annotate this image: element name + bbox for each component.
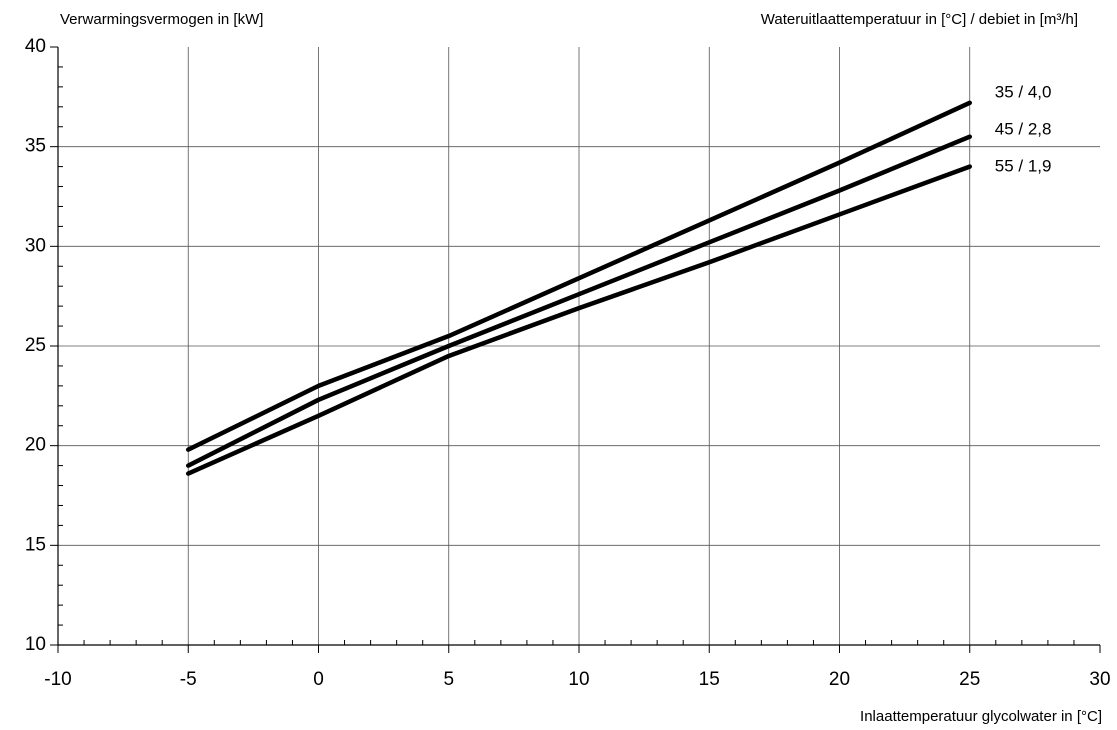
series-line: [186, 164, 972, 476]
x-axis-label: Inlaattemperatuur glycolwater in [°C]: [860, 708, 1102, 725]
y-tick-label: 30: [25, 235, 46, 256]
y-tick-label: 35: [25, 136, 46, 157]
x-tick-label: 5: [443, 669, 454, 690]
x-tick-label: 20: [829, 669, 850, 690]
y-tick-label: 40: [25, 36, 46, 57]
x-tick-label: -10: [44, 669, 71, 690]
y-tick-label: 25: [25, 335, 46, 356]
y-axis-label: Verwarmingsvermogen in [kW]: [60, 11, 263, 28]
legend-title: Wateruitlaattemperatuur in [°C] / debiet…: [761, 11, 1078, 28]
x-tick-label: -5: [180, 669, 197, 690]
y-tick-label: 20: [25, 435, 46, 456]
x-tick-label: 10: [568, 669, 589, 690]
x-tick-label: 25: [959, 669, 980, 690]
y-tick-label: 10: [25, 634, 46, 655]
series-label: 35 / 4,0: [995, 82, 1052, 101]
series-line: [186, 100, 972, 452]
series-line: [186, 134, 972, 468]
series-label: 55 / 1,9: [995, 156, 1052, 175]
x-tick-label: 30: [1089, 669, 1110, 690]
x-tick-label: 15: [699, 669, 720, 690]
y-tick-label: 15: [25, 534, 46, 555]
series-label: 45 / 2,8: [995, 119, 1052, 138]
x-tick-label: 0: [313, 669, 324, 690]
